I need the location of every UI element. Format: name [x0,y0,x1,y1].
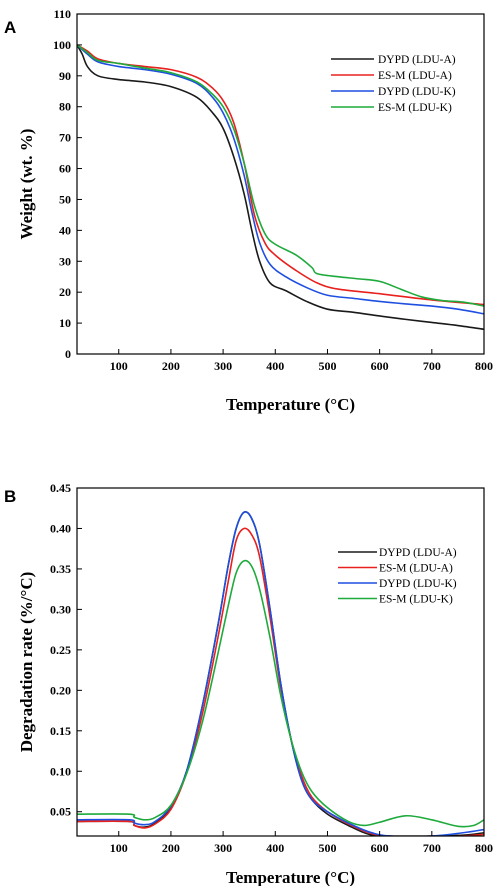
y-tick-label: 0.20 [50,683,71,697]
x-axis-title: Temperature (°C) [226,868,355,886]
chart-b: B 100 200 300 400 500 600 700 800 0.05 0.10 0.15 0.2… [4,481,493,886]
series-line-dypd-ldu-k [77,44,484,315]
legend-label: DYPD (LDU-A) [378,54,456,66]
y-axis-title: Weight (wt. %) [17,129,36,240]
y-tick-label: 30 [59,254,71,268]
panel-label: A [4,18,16,37]
y-tick-label: 0.25 [50,643,71,657]
series-line-dypd-ldu-a [77,511,484,836]
plot-frame [76,487,485,837]
series-line-dypd-ldu-a [77,44,484,331]
legend-label: ES-M (LDU-A) [379,563,453,575]
x-tick-label: 500 [318,359,336,373]
legend-label: DYPD (LDU-K) [378,86,456,98]
y-tick-label: 10 [59,316,71,330]
legend-label: DYPD (LDU-K) [379,578,457,590]
x-tick-label: 400 [266,841,284,855]
y-tick-label: 110 [54,7,71,21]
x-tick-label: 200 [162,359,180,373]
y-tick-label: 0.30 [50,602,71,616]
series-lines [77,44,484,331]
legend-label: ES-M (LDU-K) [379,594,453,606]
y-tick-label: 90 [59,69,71,83]
y-axis-title: Degradation rate (%/°C) [17,572,36,753]
x-tick-label: 800 [475,359,493,373]
x-tick-label: 300 [214,359,232,373]
chart-a: A 100 200 300 400 500 600 700 800 0 10 20 30 40 50 60 70… [4,7,493,414]
legend: DYPD (LDU-A) ES-M (LDU-A) DYPD (LDU-K) ES-M… [338,547,457,606]
series-line-es-m-ldu-a [77,44,484,306]
legend: DYPD (LDU-A) ES-M (LDU-A) DYPD (LDU-K) ES-M… [331,54,456,114]
plot-frame [76,13,485,355]
y-tick-label: 40 [59,223,71,237]
x-tick-label: 600 [371,359,389,373]
panel-label: B [4,487,16,506]
legend-label: DYPD (LDU-A) [379,547,457,559]
y-tick-label: 60 [59,162,71,176]
x-tick-label: 700 [423,359,441,373]
x-tick-label: 100 [110,841,128,855]
series-line-es-m-ldu-k [77,44,484,307]
y-tick-label: 100 [53,38,71,52]
series-line-es-m-ldu-k [77,559,484,828]
y-tick-label: 0.35 [50,562,71,576]
x-axis-title: Temperature (°C) [226,395,355,414]
legend-label: ES-M (LDU-A) [378,70,452,82]
y-tick-label: 20 [59,285,71,299]
y-tick-label: 0.40 [50,521,71,535]
x-tick-label: 700 [423,841,441,855]
y-tick-label: 80 [59,100,71,114]
y-tick-label: 50 [59,192,71,206]
x-tick-label: 200 [162,841,180,855]
y-tick-label: 0.15 [50,724,71,738]
x-tick-label: 600 [371,841,389,855]
x-tick-label: 800 [475,841,493,855]
series-lines [77,511,484,836]
x-tick-label: 500 [318,841,336,855]
y-tick-label: 0.45 [50,481,71,495]
y-tick-label: 0 [65,347,71,361]
x-tick-label: 100 [110,359,128,373]
y-tick-label: 0.10 [50,764,71,778]
y-tick-label: 0.05 [50,805,71,819]
x-tick-label: 400 [266,359,284,373]
legend-label: ES-M (LDU-K) [378,102,452,114]
y-tick-label: 70 [59,131,71,145]
x-tick-label: 300 [214,841,232,855]
series-line-dypd-ldu-k [77,511,484,836]
